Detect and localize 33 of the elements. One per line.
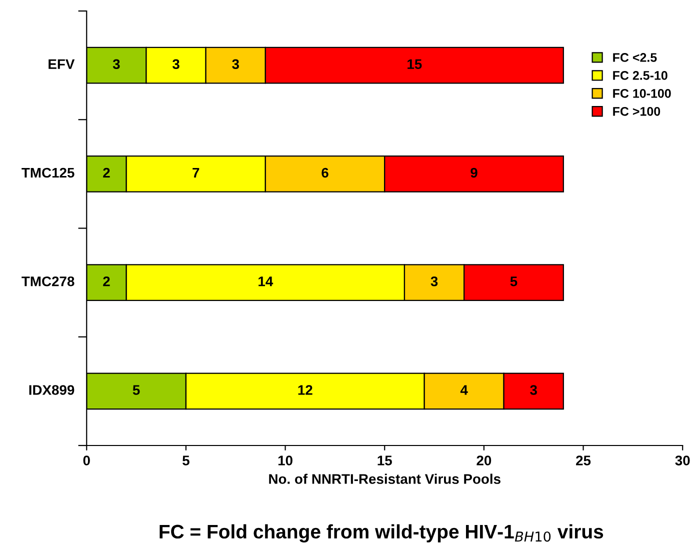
data-label: 3 <box>232 59 239 70</box>
data-label: 12 <box>298 385 312 395</box>
x-tick-label: 10 <box>278 456 292 466</box>
data-label: 2 <box>103 168 110 178</box>
data-label: 6 <box>322 168 328 178</box>
x-axis-title: No. of NNRTI-Resistant Virus Pools <box>269 474 500 484</box>
y-tick-label: EFV <box>48 59 75 69</box>
data-label: 7 <box>192 168 200 178</box>
data-label: 3 <box>112 59 120 70</box>
data-label: 2 <box>103 276 110 286</box>
data-label: 14 <box>258 276 274 286</box>
data-label: 3 <box>172 59 180 70</box>
x-tick-label: 30 <box>675 456 690 466</box>
x-tick-label: 15 <box>378 456 392 466</box>
x-tick-label: 0 <box>83 456 90 466</box>
legend-label: FC <2.5 <box>613 53 657 62</box>
x-tick-label: 5 <box>182 456 190 466</box>
data-label: 3 <box>430 276 438 286</box>
x-tick-label: 25 <box>576 456 591 466</box>
data-label: 9 <box>470 168 478 178</box>
x-tick-label: 20 <box>476 456 492 466</box>
legend-label: FC 10-100 <box>613 89 671 98</box>
y-tick-label: IDX899 <box>29 385 74 395</box>
data-label: 5 <box>510 276 518 286</box>
legend-label: FC 2.5-10 <box>613 71 668 80</box>
text: FC = Fold change from wild-type HIV-1$_{BH10}$ virus <box>160 524 604 542</box>
data-label: 5 <box>132 385 140 395</box>
y-tick-label: TMC125 <box>22 168 74 178</box>
data-label: 15 <box>408 59 422 70</box>
y-tick-label: TMC278 <box>22 276 74 286</box>
data-label: 4 <box>460 385 468 395</box>
data-label: 3 <box>530 385 537 395</box>
legend-label: FC >100 <box>613 106 660 116</box>
